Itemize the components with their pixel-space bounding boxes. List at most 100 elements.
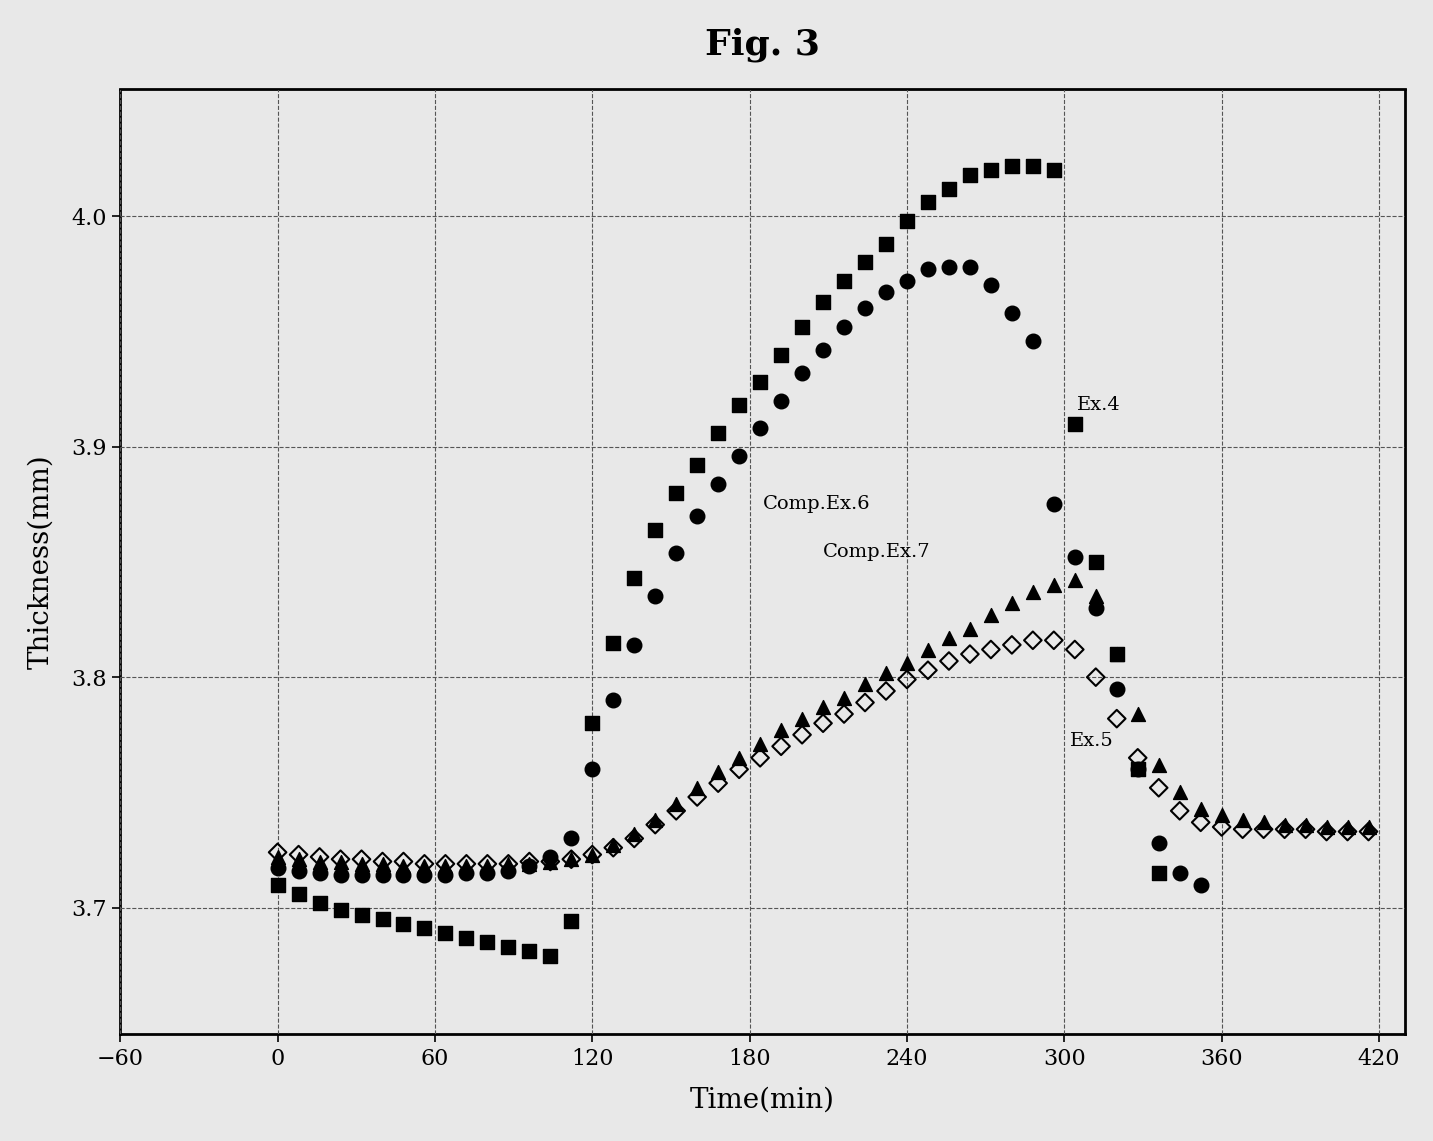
Point	[1189, 800, 1212, 818]
Point	[1148, 778, 1171, 796]
Point	[287, 845, 310, 864]
Point	[267, 848, 289, 866]
Point	[874, 682, 897, 701]
Point	[937, 652, 960, 670]
Point	[476, 864, 499, 882]
Point	[959, 165, 982, 184]
Point	[1022, 583, 1045, 601]
Point	[1211, 807, 1234, 825]
Point	[1126, 760, 1149, 778]
Point	[833, 705, 856, 723]
Point	[1105, 710, 1128, 728]
Point	[1126, 760, 1149, 778]
Point	[811, 714, 834, 733]
Title: Fig. 3: Fig. 3	[705, 27, 820, 63]
Point	[896, 654, 919, 672]
Point	[623, 569, 646, 588]
Point	[560, 913, 583, 931]
Point	[959, 258, 982, 276]
Point	[665, 543, 688, 561]
Point	[728, 748, 751, 767]
Point	[560, 830, 583, 848]
Point	[896, 272, 919, 290]
Point	[308, 848, 331, 866]
Point	[811, 698, 834, 717]
Point	[330, 900, 353, 919]
Point	[791, 726, 814, 744]
Point	[665, 802, 688, 820]
Point	[580, 714, 603, 733]
Point	[434, 866, 457, 884]
Point	[454, 864, 477, 882]
Point	[413, 866, 436, 884]
Point	[1042, 576, 1065, 594]
Point	[1000, 304, 1023, 322]
Point	[1315, 823, 1338, 841]
Point	[1063, 640, 1086, 658]
Text: Comp.Ex.7: Comp.Ex.7	[823, 543, 930, 561]
Point	[1105, 645, 1128, 663]
Point	[706, 774, 729, 792]
Point	[308, 893, 331, 912]
Point	[287, 884, 310, 903]
Point	[896, 670, 919, 688]
Point	[1211, 818, 1234, 836]
Point	[350, 855, 373, 873]
Point	[602, 633, 625, 652]
Point	[706, 762, 729, 780]
Point	[393, 857, 416, 875]
Point	[833, 317, 856, 335]
Point	[706, 423, 729, 442]
Point	[979, 640, 1002, 658]
Point	[1000, 156, 1023, 175]
Point	[643, 816, 666, 834]
Point	[371, 866, 394, 884]
Point	[1273, 816, 1295, 834]
Point	[1105, 680, 1128, 698]
Point	[517, 855, 540, 873]
Point	[350, 866, 373, 884]
Point	[1357, 823, 1380, 841]
Point	[413, 920, 436, 938]
Point	[1042, 161, 1065, 179]
Point	[874, 663, 897, 681]
Point	[770, 391, 792, 410]
Point	[1252, 820, 1275, 839]
Point	[643, 520, 666, 539]
Point	[1022, 631, 1045, 649]
Point	[686, 456, 709, 475]
Point	[833, 272, 856, 290]
Point	[623, 825, 646, 843]
Point	[854, 694, 877, 712]
Text: Ex.4: Ex.4	[1078, 396, 1121, 414]
Point	[1357, 818, 1380, 836]
Point	[1168, 864, 1191, 882]
Point	[517, 857, 540, 875]
Point	[1189, 875, 1212, 893]
Point	[791, 317, 814, 335]
Point	[287, 850, 310, 868]
Point	[1105, 645, 1128, 663]
Point	[1126, 705, 1149, 723]
Point	[580, 845, 603, 864]
Point	[539, 947, 562, 965]
Point	[896, 212, 919, 230]
Point	[580, 845, 603, 864]
Point	[1042, 495, 1065, 513]
Point	[1315, 818, 1338, 836]
Point	[497, 855, 520, 873]
Point	[748, 419, 771, 437]
Point	[854, 675, 877, 694]
Point	[979, 606, 1002, 624]
Point	[539, 852, 562, 871]
Point	[686, 778, 709, 796]
Point	[1294, 816, 1317, 834]
Point	[476, 857, 499, 875]
Point	[1085, 588, 1108, 606]
Text: Comp.Ex.6: Comp.Ex.6	[762, 495, 870, 513]
Point	[330, 852, 353, 871]
Point	[937, 629, 960, 647]
Point	[623, 636, 646, 654]
Point	[1000, 636, 1023, 654]
Point	[728, 447, 751, 466]
